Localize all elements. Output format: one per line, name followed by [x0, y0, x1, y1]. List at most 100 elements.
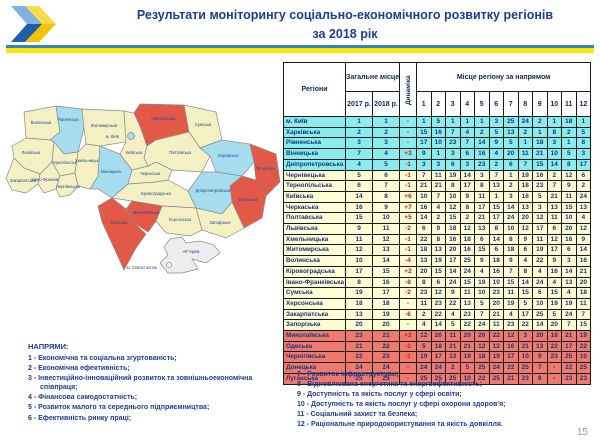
region-name-cell: Одеська	[283, 340, 346, 353]
direction-rank-cell: 1	[430, 148, 446, 160]
direction-rank-cell: 14	[546, 158, 562, 171]
direction-rank-cell: 19	[488, 351, 504, 364]
direction-rank-cell: 24	[532, 276, 548, 289]
direction-rank-cell: 6	[416, 223, 432, 235]
direction-rank-cell: 20	[430, 330, 446, 342]
direction-rank-cell: 5	[575, 126, 592, 139]
direction-rank-cell: 15	[575, 319, 592, 332]
legend-item: 7 - Розвиток інфраструктури;	[297, 371, 399, 378]
col-header-dynamics: Динаміка	[399, 62, 417, 117]
direction-rank-cell: 23	[445, 137, 461, 150]
direction-rank-cell: 11	[503, 287, 519, 299]
dynamics-cell: -	[399, 126, 417, 139]
direction-rank-cell: 13	[546, 201, 562, 214]
direction-rank-cell: 18	[532, 137, 548, 150]
region-name-cell: Херсонська	[283, 297, 346, 310]
direction-rank-cell: 22	[488, 330, 504, 342]
direction-rank-cell: 7	[488, 169, 504, 182]
map-region-odesa	[97, 197, 147, 271]
direction-rank-cell: 12	[488, 340, 504, 353]
region-name-cell: Запорізька	[283, 319, 346, 332]
direction-rank-cell: 19	[416, 351, 432, 364]
region-name-cell: Сумська	[283, 287, 346, 299]
direction-rank-cell: 8	[474, 180, 490, 192]
legend-item: 10 - Доступність та якість послуг у сфер…	[297, 401, 506, 409]
dynamics-cell: -4	[399, 255, 417, 267]
overall-rank-cell: 6	[345, 180, 373, 192]
direction-rank-cell: 6	[445, 158, 461, 171]
direction-rank-cell: 16	[430, 126, 446, 139]
direction-rank-cell: 6	[459, 148, 475, 160]
table-row: Чернігівська 22 23 -1 19 17 13 19 18 19 17 10 9 23 25 1…	[283, 351, 592, 364]
map-label-chernivtsi: Чернівецька	[56, 184, 81, 189]
direction-rank-cell: 20	[575, 276, 592, 289]
direction-rank-cell: 12	[459, 223, 475, 235]
direction-rank-cell: 19	[474, 276, 490, 289]
direction-rank-cell: 4	[430, 201, 446, 214]
direction-rank-cell: 17	[474, 201, 490, 214]
overall-rank-cell: 21	[345, 340, 373, 353]
direction-rank-cell: 10	[546, 148, 562, 160]
direction-rank-cell: 3	[561, 255, 577, 267]
direction-rank-cell: 3	[517, 330, 533, 342]
overall-rank-cell: 19	[345, 287, 373, 299]
dynamics-cell: +2	[399, 265, 417, 278]
direction-rank-cell: 13	[459, 297, 475, 310]
legend-item: 6 - Ефективність ринку праці;	[28, 414, 132, 422]
direction-rank-cell: 15	[561, 201, 577, 214]
direction-rank-cell: 3	[546, 137, 562, 150]
direction-rank-cell: 19	[503, 297, 519, 310]
map-label-kyivcity: м. Київ	[106, 134, 120, 139]
overall-rank-cell: 18	[372, 297, 400, 310]
direction-rank-cell: 18	[488, 255, 504, 267]
direction-rank-cell: 18	[459, 233, 475, 246]
col-header-dir-7: 7	[503, 91, 519, 117]
direction-rank-cell: 10	[503, 223, 519, 235]
overall-rank-cell: 22	[372, 340, 400, 353]
direction-rank-cell: 7	[430, 190, 446, 203]
dynamics-cell: +2	[399, 330, 417, 342]
table-row: Львівська 9 11 -2 6 9 18 12 13 8 10 12 17 6 20 12	[283, 223, 592, 235]
direction-rank-cell: 23	[488, 287, 504, 299]
map-label-ivanofr: Івано-Франківська	[31, 177, 67, 182]
direction-rank-cell: 14	[416, 212, 432, 225]
direction-rank-cell: 13	[474, 223, 490, 235]
overall-rank-cell: 13	[372, 244, 400, 257]
direction-rank-cell: 5	[416, 340, 432, 353]
direction-rank-cell: 2	[561, 126, 577, 139]
direction-rank-cell: 1	[561, 137, 577, 150]
direction-rank-cell: 10	[532, 297, 548, 310]
direction-rank-cell: 11	[459, 287, 475, 299]
direction-rank-cell: 2	[474, 126, 490, 139]
direction-rank-cell: 22	[546, 340, 562, 353]
overall-rank-cell: 18	[345, 297, 373, 310]
map-label-sumy: Сумська	[195, 122, 212, 127]
overall-rank-cell: 16	[372, 276, 400, 289]
col-header-dir-11: 11	[561, 91, 577, 117]
map-label-sevastopol: м. Севастополь	[127, 265, 158, 270]
table-row: Хмельницька 11 12 -1 22 8 16 18 6 14 8 9 11 12 16 9	[283, 233, 592, 246]
direction-rank-cell: 11	[416, 297, 432, 310]
map-label-kherson: Херсонська	[169, 217, 192, 222]
col-header-dir-10: 10	[546, 91, 562, 117]
map-label-kyivobl: Київська	[126, 150, 143, 155]
table-row: Миколаївська 23 21 +2 12 20 11 20 20 22 12 3 20 18 21 1…	[283, 330, 592, 342]
direction-rank-cell: 8	[517, 265, 533, 278]
direction-rank-cell: 7	[561, 319, 577, 332]
direction-rank-cell: 15	[474, 244, 490, 257]
direction-rank-cell: 5	[430, 116, 446, 128]
direction-rank-cell: 11	[532, 233, 548, 246]
direction-rank-cell: 10	[445, 190, 461, 203]
map-region-chernivtsi	[55, 172, 79, 198]
overall-rank-cell: 7	[372, 180, 400, 192]
direction-rank-cell: 3	[503, 190, 519, 203]
direction-rank-cell: 17	[575, 158, 592, 171]
direction-rank-cell: 15	[546, 287, 562, 299]
direction-rank-cell: 11	[430, 169, 446, 182]
direction-rank-cell: 14	[517, 276, 533, 289]
map-label-lviv: Львівська	[22, 150, 41, 155]
direction-rank-cell: 17	[445, 255, 461, 267]
direction-rank-cell: 8	[546, 126, 562, 139]
logo-chevrons-icon	[8, 3, 60, 45]
direction-rank-cell: 21	[546, 190, 562, 203]
